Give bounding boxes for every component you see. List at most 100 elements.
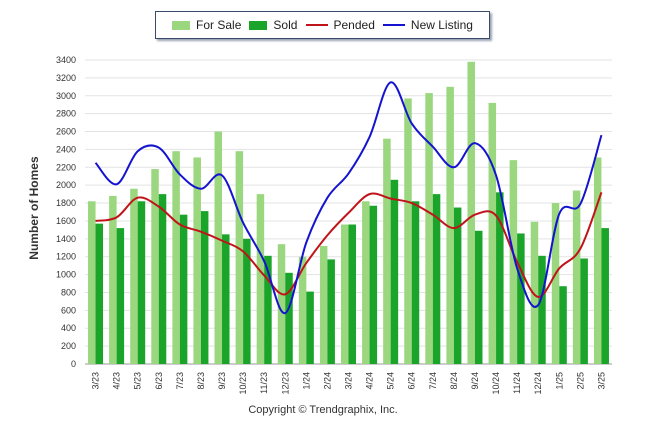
bar-for-sale [530,221,539,364]
x-tick-label: 10/24 [491,372,501,395]
bar-for-sale [551,203,560,364]
bar-sold [453,207,462,364]
bar-for-sale [88,201,96,364]
legend-item-for-sale: For Sale [172,18,241,32]
line-pended [95,191,603,298]
bar-for-sale [362,201,370,364]
bar-for-sale [509,160,518,364]
bar-for-sale [235,151,244,364]
bar-sold [285,272,293,364]
y-tick-label: 1800 [56,198,76,208]
legend-label-pended: Pended [333,18,375,32]
y-tick-label: 3200 [56,73,76,83]
bar-sold [222,234,230,364]
bar-sold [580,258,588,364]
legend-swatch-sold [249,20,268,30]
y-tick-labels: 0 200 400 600 800 1000 1200 1400 1600 1800 2000 220… [56,55,76,369]
bar-sold [306,291,314,364]
bar-for-sale [151,169,159,364]
legend-label-for-sale: For Sale [196,18,242,32]
y-tick-label: 2800 [56,109,76,119]
x-tick-label: 6/23 [154,372,164,390]
bar-sold [432,194,441,364]
line-new-listing [94,81,603,315]
y-tick-label: 1600 [56,216,76,226]
bar-sold [137,201,146,364]
x-tick-label: 4/24 [365,372,375,390]
x-tick-label: 12/23 [280,372,290,395]
x-tick-label: 9/23 [217,372,227,390]
y-tick-label: 1000 [56,270,76,280]
x-tick-label: 11/24 [512,372,522,394]
x-tick-label: 11/23 [259,372,269,394]
legend-swatch-new-listing [382,24,405,26]
y-tick-label: 3000 [56,91,76,101]
x-tick-label: 7/23 [175,372,185,390]
y-axis-label: Number of Homes [27,156,41,260]
x-tick-label: 8/23 [196,372,206,390]
y-tick-label: 3400 [56,55,76,65]
x-tick-label: 10/23 [238,372,248,395]
y-tick-label: 2200 [56,162,76,172]
bar-for-sale [193,157,201,364]
y-tick-label: 600 [61,305,76,315]
legend-label-new-listing: New Listing [410,18,473,32]
y-tick-label: 800 [61,287,76,297]
x-tick-label: 9/24 [470,372,480,390]
bar-for-sale [277,244,286,364]
bar-for-sale [341,224,349,364]
x-tick-label: 4/23 [112,372,122,390]
bar-for-sale [256,194,265,364]
y-tick-label: 2400 [56,144,76,154]
legend-swatch-pended [305,24,328,26]
y-tick-label: 2000 [56,180,76,190]
copyright-text: Copyright © Trendgraphix, Inc. [248,404,398,416]
bar-sold [538,255,546,364]
x-tick-label: 7/24 [428,372,438,390]
bar-sold [327,259,335,364]
bar-for-sale [404,98,412,365]
y-tick-label: 200 [61,341,76,351]
bar-for-sale [467,61,475,364]
x-tick-label: 5/24 [386,372,396,390]
bar-sold [517,233,525,364]
x-tick-label: 3/25 [596,372,606,390]
y-tick-label: 1200 [56,252,76,262]
x-tick-label: 1/25 [554,372,564,390]
legend-swatch-for-sale [172,20,191,30]
legend: For Sale Sold Pended New Listing [155,11,490,39]
legend-item-pended: Pended [305,18,375,32]
bar-sold [116,228,125,364]
bar-sold [496,192,504,364]
bar-for-sale [298,256,307,364]
lines [94,81,603,315]
x-tick-labels: 3/23 4/23 5/23 6/23 7/23 8/23 9/23 10/23 11/23 12… [91,372,607,395]
bar-for-sale [172,151,180,364]
x-tick-label: 3/24 [344,372,354,390]
x-tick-label: 2/24 [322,372,332,390]
bar-for-sale [593,157,602,364]
bar-sold [158,194,167,364]
bar-for-sale [488,102,497,364]
bar-for-sale [383,138,391,364]
bar-sold [179,214,188,364]
legend-label-sold: Sold [273,18,298,32]
bar-sold [474,230,483,364]
bar-sold [348,224,356,364]
y-tick-label: 0 [71,359,76,369]
bar-sold [369,205,378,364]
bar-for-sale [572,190,581,364]
bars [88,61,609,365]
bar-for-sale [425,93,433,365]
x-tick-label: 3/23 [91,372,101,390]
bar-sold [390,179,399,364]
bar-for-sale [446,86,454,364]
y-tick-label: 400 [61,323,76,333]
legend-item-new-listing: New Listing [382,18,473,32]
bar-for-sale [130,188,138,364]
y-tick-label: 1400 [56,234,76,244]
legend-item-sold: Sold [249,18,297,32]
bar-sold [95,223,104,364]
x-tick-label: 5/23 [133,372,143,390]
